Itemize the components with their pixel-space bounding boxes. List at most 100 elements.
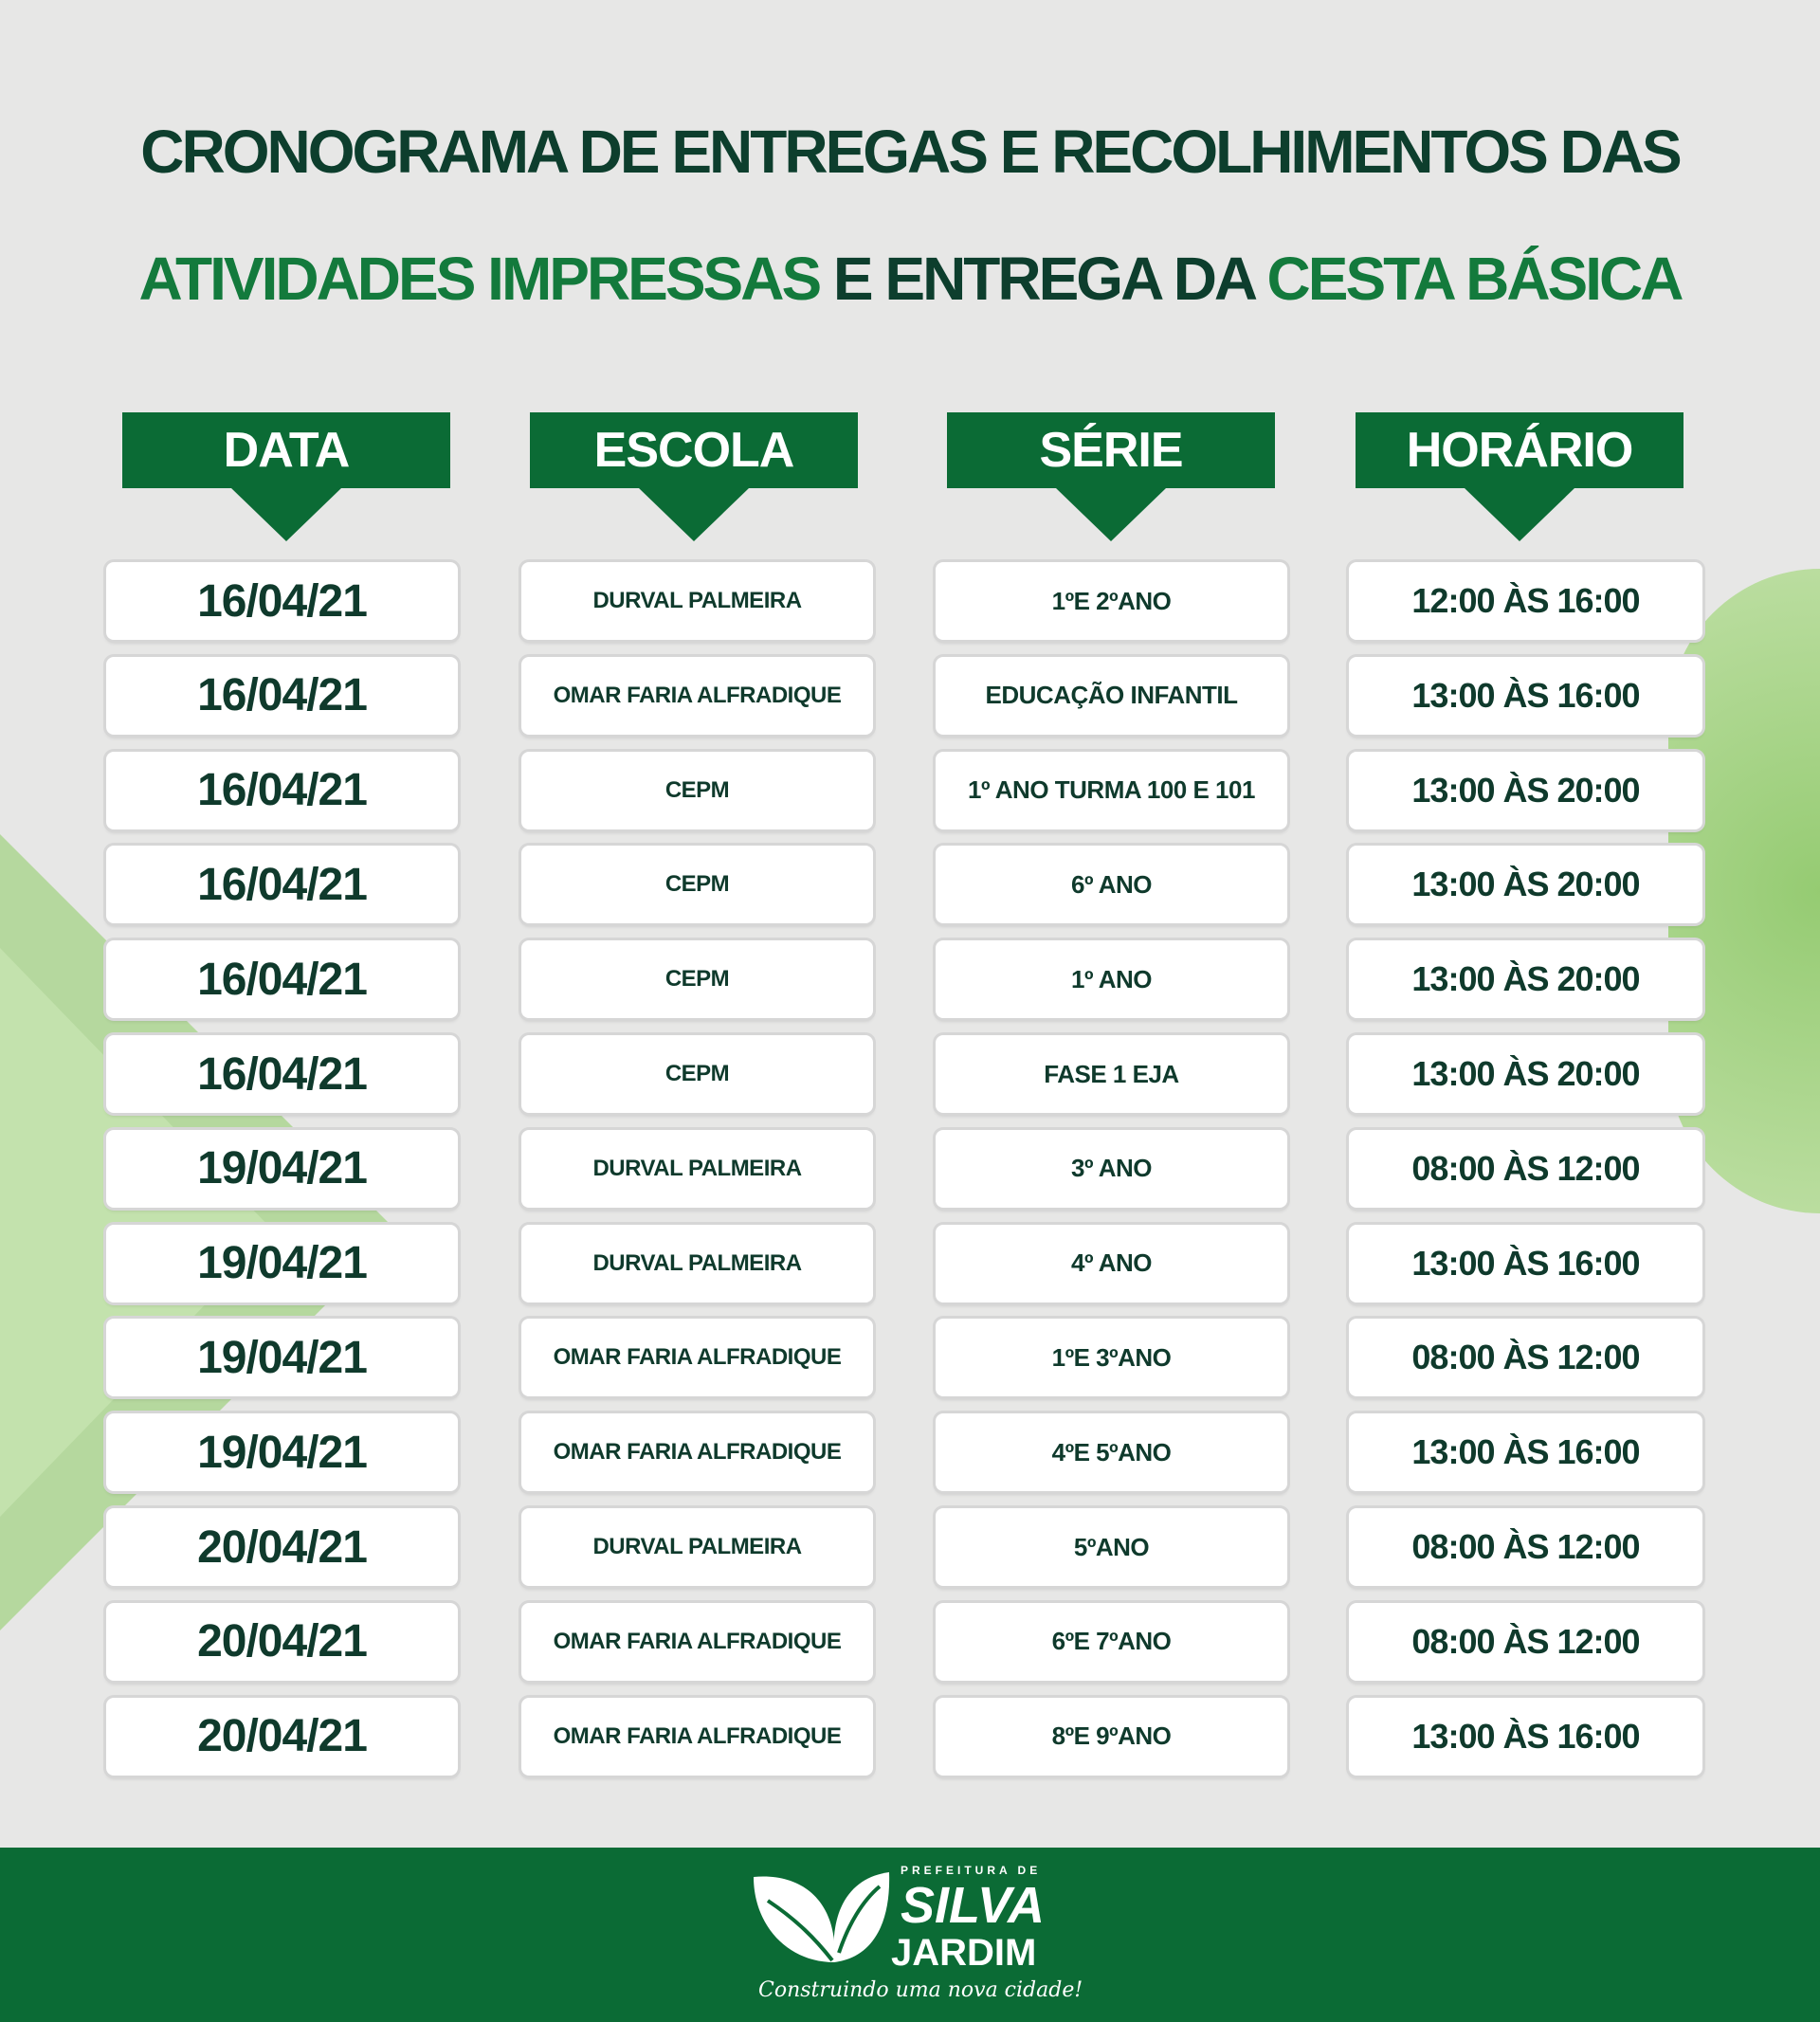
cell-text: 16/04/21 [197, 1048, 368, 1100]
cell-serie: 4º ANO [936, 1224, 1287, 1302]
cell-text: CEPM [664, 966, 730, 993]
cell-serie: 1ºE 3ºANO [936, 1319, 1287, 1397]
cell-text: 4º ANO [1071, 1248, 1153, 1278]
cell-text: 08:00 ÀS 12:00 [1411, 1148, 1640, 1188]
cell-text: OMAR FARIA ALFRADIQUE [553, 1344, 842, 1371]
cell-text: 12:00 ÀS 16:00 [1411, 581, 1640, 620]
cell-text: EDUCAÇÃO INFANTIL [985, 681, 1238, 710]
cell-text: CEPM [664, 871, 730, 898]
cell-horario: 13:00 ÀS 20:00 [1349, 940, 1702, 1019]
cell-serie: FASE 1 EJA [936, 1035, 1287, 1113]
cell-serie: 6ºE 7ºANO [936, 1602, 1287, 1681]
cell-text: 08:00 ÀS 12:00 [1411, 1338, 1640, 1377]
cell-text: 16/04/21 [197, 670, 368, 721]
cell-text: 13:00 ÀS 16:00 [1411, 1243, 1640, 1283]
cell-escola: DURVAL PALMEIRA [521, 1129, 873, 1208]
cell-text: 3º ANO [1071, 1154, 1153, 1183]
cell-text: FASE 1 EJA [1044, 1059, 1179, 1088]
title-highlight-activities: ATIVIDADES IMPRESSAS [138, 245, 823, 313]
cell-serie: 3º ANO [936, 1129, 1287, 1208]
cell-text: 13:00 ÀS 20:00 [1411, 1054, 1640, 1093]
cell-data: 19/04/21 [106, 1129, 458, 1208]
cell-escola: OMAR FARIA ALFRADIQUE [521, 1602, 873, 1681]
cell-text: DURVAL PALMEIRA [592, 1155, 802, 1181]
cell-text: 5ºANO [1073, 1532, 1150, 1561]
cell-escola: CEPM [521, 940, 873, 1019]
cell-data: 16/04/21 [106, 562, 458, 640]
cell-horario: 08:00 ÀS 12:00 [1349, 1319, 1702, 1397]
cell-text: CEPM [664, 776, 730, 803]
cell-text: 19/04/21 [197, 1332, 368, 1383]
cell-serie: EDUCAÇÃO INFANTIL [936, 656, 1287, 735]
cell-text: 6ºE 7ºANO [1051, 1627, 1172, 1656]
cell-text: 13:00 ÀS 20:00 [1411, 770, 1640, 810]
cell-text: 08:00 ÀS 12:00 [1411, 1527, 1640, 1566]
cell-text: DURVAL PALMEIRA [592, 1534, 802, 1559]
title-connector: E ENTREGA DA [819, 245, 1267, 313]
column-header-label: HORÁRIO [1406, 423, 1634, 478]
cell-horario: 13:00 ÀS 20:00 [1349, 1035, 1702, 1113]
cell-text: 1º ANO [1071, 964, 1153, 993]
cell-escola: CEPM [521, 751, 873, 829]
cell-text: 20/04/21 [197, 1521, 368, 1573]
cell-data: 20/04/21 [106, 1508, 458, 1586]
cell-text: 13:00 ÀS 20:00 [1411, 959, 1640, 999]
cell-data: 19/04/21 [106, 1413, 458, 1492]
cell-text: DURVAL PALMEIRA [592, 588, 802, 613]
cell-horario: 08:00 ÀS 12:00 [1349, 1129, 1702, 1208]
cell-text: 19/04/21 [197, 1143, 368, 1194]
cell-text: 13:00 ÀS 16:00 [1411, 675, 1640, 715]
cell-data: 16/04/21 [106, 846, 458, 924]
cell-text: 1ºE 3ºANO [1051, 1342, 1172, 1372]
title-line1-text: CRONOGRAMA DE ENTREGAS E RECOLHIMENTOS D… [140, 118, 1682, 186]
cell-escola: DURVAL PALMEIRA [521, 1224, 873, 1302]
cell-data: 19/04/21 [106, 1224, 458, 1302]
cell-escola: DURVAL PALMEIRA [521, 562, 873, 640]
cell-horario: 13:00 ÀS 16:00 [1349, 1224, 1702, 1302]
cell-data: 19/04/21 [106, 1319, 458, 1397]
cell-text: 1º ANO TURMA 100 E 101 [968, 775, 1255, 805]
cell-text: 1ºE 2ºANO [1051, 586, 1172, 615]
cell-text: OMAR FARIA ALFRADIQUE [553, 1722, 842, 1749]
cell-serie: 1º ANO [936, 940, 1287, 1019]
cell-escola: OMAR FARIA ALFRADIQUE [521, 1319, 873, 1397]
cell-text: 8ºE 9ºANO [1051, 1721, 1172, 1751]
page-title-line1: CRONOGRAMA DE ENTREGAS E RECOLHIMENTOS D… [0, 114, 1820, 190]
column-header-label: SÉRIE [1039, 423, 1183, 478]
cell-serie: 6º ANO [936, 846, 1287, 924]
column-header-data: DATA [122, 412, 450, 541]
cell-serie: 4ºE 5ºANO [936, 1413, 1287, 1492]
cell-horario: 13:00 ÀS 20:00 [1349, 751, 1702, 829]
cell-horario: 08:00 ÀS 12:00 [1349, 1508, 1702, 1586]
cell-escola: DURVAL PALMEIRA [521, 1508, 873, 1586]
cell-text: 13:00 ÀS 20:00 [1411, 865, 1640, 904]
cell-escola: CEPM [521, 1035, 873, 1113]
cell-text: 16/04/21 [197, 954, 368, 1005]
title-highlight-basket: CESTA BÁSICA [1266, 245, 1684, 313]
column-header-label: ESCOLA [593, 423, 795, 478]
cell-text: OMAR FARIA ALFRADIQUE [553, 1439, 842, 1466]
cell-escola: OMAR FARIA ALFRADIQUE [521, 656, 873, 735]
cell-text: 4ºE 5ºANO [1051, 1437, 1172, 1466]
cell-serie: 1ºE 2ºANO [936, 562, 1287, 640]
logo-slogan: Construindo uma nova cidade! [758, 1978, 1083, 2002]
cell-text: 19/04/21 [197, 1238, 368, 1289]
cell-text: 13:00 ÀS 16:00 [1411, 1716, 1640, 1756]
cell-text: DURVAL PALMEIRA [592, 1249, 802, 1276]
cell-data: 16/04/21 [106, 1035, 458, 1113]
cell-horario: 13:00 ÀS 16:00 [1349, 1413, 1702, 1492]
cell-escola: CEPM [521, 846, 873, 924]
leaf-icon [754, 1872, 890, 1962]
cell-horario: 12:00 ÀS 16:00 [1349, 562, 1702, 640]
cell-text: 16/04/21 [197, 859, 368, 910]
cell-text: 16/04/21 [197, 575, 368, 627]
column-header-label: DATA [223, 423, 351, 478]
silva-jardim-logo: PREFEITURA DE SILVA JARDIM Construindo u… [749, 1864, 1090, 2008]
cell-data: 20/04/21 [106, 1697, 458, 1776]
column-header-horario: HORÁRIO [1356, 412, 1684, 541]
logo-silva: SILVA [901, 1877, 1046, 1934]
cell-text: 20/04/21 [197, 1711, 368, 1762]
cell-data: 16/04/21 [106, 656, 458, 735]
cell-text: 08:00 ÀS 12:00 [1411, 1621, 1640, 1661]
cell-serie: 1º ANO TURMA 100 E 101 [936, 751, 1287, 829]
